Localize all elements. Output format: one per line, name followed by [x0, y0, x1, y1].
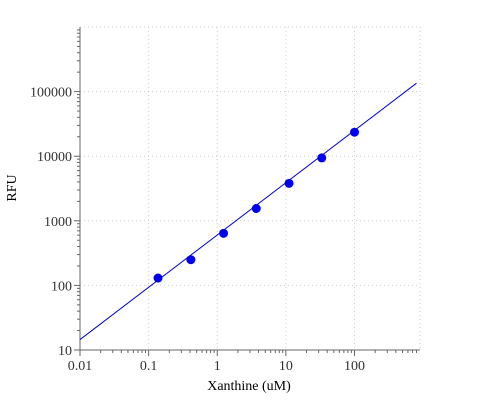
fit-line: [79, 82, 417, 340]
y-axis-title: RFU: [5, 174, 20, 201]
x-tick-label: 1: [214, 359, 221, 374]
x-tick-label: 0.1: [140, 359, 158, 374]
y-tick-label: 100: [51, 279, 72, 294]
y-tick-label: 100000: [30, 86, 72, 101]
x-axis-title: Xanthine (uM): [207, 379, 291, 394]
data-point: [219, 228, 229, 238]
x-tick-label: 0.01: [68, 359, 93, 374]
tick-labels: 0.01 0.1 1 10 100 10 100 1000 10000 100000: [30, 86, 365, 374]
data-point: [251, 204, 261, 214]
data-points: [153, 127, 360, 283]
x-tick-label: 100: [344, 359, 365, 374]
data-point: [284, 178, 294, 188]
data-point: [153, 273, 163, 283]
data-point: [317, 153, 327, 163]
grid: [80, 26, 421, 350]
axes: [74, 27, 420, 356]
data-point: [186, 255, 196, 265]
y-tick-label: 10: [58, 344, 72, 359]
data-point: [350, 127, 360, 137]
y-tick-label: 10000: [37, 150, 72, 165]
x-tick-label: 10: [279, 359, 293, 374]
fit-line-layer: [79, 82, 417, 340]
y-tick-label: 1000: [44, 215, 72, 230]
